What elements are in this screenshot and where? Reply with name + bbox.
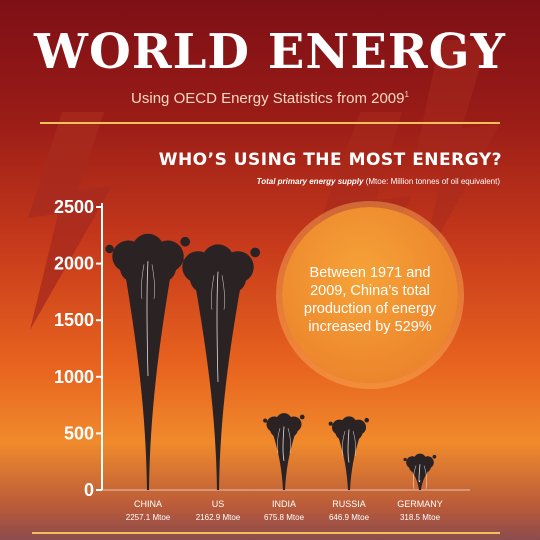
y-tick-label: 0 bbox=[84, 480, 94, 500]
callout-text: Between 1971 and 2009, China’s total pro… bbox=[303, 265, 437, 335]
page-subtitle: Using OECD Energy Statistics from 20091 bbox=[0, 90, 540, 107]
cloud-streak bbox=[282, 426, 285, 462]
category-label: RUSSIA bbox=[332, 499, 366, 509]
cloud-streak bbox=[277, 428, 281, 454]
cloud-puff-small bbox=[328, 421, 333, 426]
cloud-streak bbox=[216, 271, 219, 382]
category-label: INDIA bbox=[272, 499, 296, 509]
cloud-streak bbox=[342, 430, 346, 456]
cloud-streak bbox=[287, 428, 291, 454]
y-tick-label: 2500 bbox=[54, 197, 94, 217]
cloud-stem bbox=[411, 470, 429, 490]
bar-russia bbox=[328, 416, 370, 490]
cloud-streak bbox=[423, 465, 427, 489]
cloud-streak bbox=[352, 430, 356, 456]
cloud-streak bbox=[151, 264, 155, 299]
category-labels: CHINA 2257.1 Mtoe US 2162.9 Mtoe INDIA 675.8 … bbox=[126, 499, 443, 522]
top-divider bbox=[40, 122, 500, 124]
bar-us bbox=[175, 244, 261, 490]
cloud-stem bbox=[338, 436, 360, 490]
supply-note-units: (Mtoe: Million tonnes of oil equivalent) bbox=[365, 177, 500, 186]
cloud-streak bbox=[221, 275, 225, 310]
cloud-stem bbox=[195, 287, 241, 490]
page-title: WORLD ENERGY bbox=[34, 24, 506, 80]
value-label: 646.9 Mtoe bbox=[329, 513, 370, 522]
cloud-puff-small bbox=[250, 247, 261, 258]
callout-circle bbox=[282, 207, 458, 383]
cloud-puff-small bbox=[403, 457, 407, 462]
bar-germany bbox=[403, 453, 437, 490]
cloud-puff-small bbox=[105, 244, 114, 254]
y-tick-label: 2000 bbox=[54, 254, 94, 274]
cloud-puff-small bbox=[432, 454, 437, 459]
cloud-puff-small bbox=[263, 418, 268, 423]
value-label: 2257.1 Mtoe bbox=[126, 513, 171, 522]
cloud-puff-small bbox=[299, 414, 305, 420]
y-tick-label: 500 bbox=[64, 423, 94, 443]
y-tick-label: 1000 bbox=[54, 367, 94, 387]
cloud-streak bbox=[211, 275, 215, 310]
cloud-puff-small bbox=[175, 255, 184, 264]
y-axis: 0 500 1000 1500 2000 2500 bbox=[54, 197, 470, 500]
value-label: 318.5 Mtoe bbox=[400, 513, 441, 522]
y-tick-label: 1500 bbox=[54, 310, 94, 330]
cloud-stem bbox=[273, 434, 295, 490]
cloud-streak bbox=[347, 429, 350, 463]
supply-note: Total primary energy supply (Mtoe: Milli… bbox=[257, 178, 500, 186]
cloud-streak bbox=[413, 465, 417, 489]
bar-china bbox=[105, 233, 191, 490]
bar-india bbox=[263, 413, 305, 490]
chart-marks bbox=[105, 233, 437, 490]
category-label: US bbox=[212, 499, 225, 509]
cloud-streak bbox=[146, 261, 149, 377]
cloud-streak bbox=[141, 264, 145, 299]
supply-note-bold: Total primary energy supply bbox=[256, 177, 364, 186]
subtitle-text: Using OECD Energy Statistics from 2009 bbox=[131, 90, 405, 107]
cloud-streak bbox=[418, 464, 421, 483]
cloud-puff-small bbox=[180, 236, 191, 247]
bottom-divider bbox=[32, 532, 500, 534]
subtitle-footnote-mark: 1 bbox=[404, 90, 409, 99]
section-heading: WHO’S USING THE MOST ENERGY? bbox=[158, 150, 502, 170]
value-label: 675.8 Mtoe bbox=[264, 513, 305, 522]
category-label: CHINA bbox=[134, 499, 162, 509]
value-label: 2162.9 Mtoe bbox=[196, 513, 241, 522]
cloud-puff-small bbox=[364, 417, 370, 423]
cloud-stem bbox=[125, 276, 171, 490]
category-label: GERMANY bbox=[397, 499, 443, 509]
